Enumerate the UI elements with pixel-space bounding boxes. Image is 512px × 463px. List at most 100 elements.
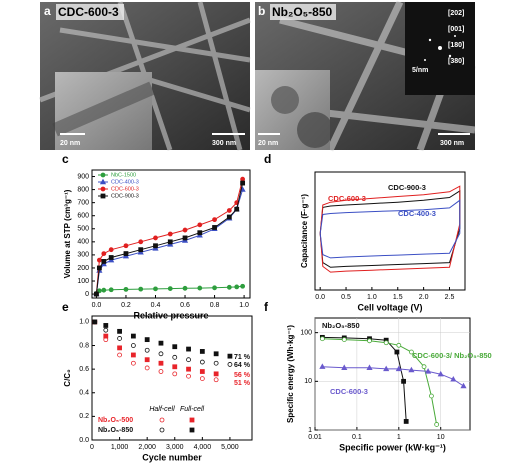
legend-marker [100,172,106,178]
marker [199,349,205,354]
marker [130,343,136,348]
x-axis-title: Cell voltage (V) [357,302,422,312]
marker [182,235,188,241]
marker [158,351,164,357]
marker [167,286,173,291]
y-tick-label: 0.8 [79,342,89,349]
scale-label: 300 nm [440,140,464,147]
marker [213,351,219,357]
marker [96,257,102,263]
marker [189,417,195,423]
marker [199,376,205,381]
marker [409,349,414,355]
marker [108,287,114,293]
marker [437,370,444,377]
marker [172,364,178,370]
marker [159,427,165,433]
y-tick-label: 300 [77,252,89,259]
series-label: Nb₂O₅-850 [322,321,360,330]
micrograph-label: Nb₂O₅-850 [272,5,333,19]
marker [108,247,114,253]
x-tick-label: 0.1 [352,434,362,441]
plot-frame [91,169,251,299]
marker [240,180,246,186]
scale-label: 300 nm [212,140,236,147]
y-tick-label: 400 [77,239,89,246]
x-tick-label: 0.2 [121,302,131,309]
legend-marker [100,186,106,192]
scale-label: 5/nm [412,67,428,74]
marker [153,243,158,249]
marker [172,371,178,377]
marker [186,357,191,363]
marker [130,360,136,366]
marker [383,340,389,346]
y-tick-label: 1 [308,427,312,434]
x-tick-label: 0.01 [308,434,322,441]
plot-frame [314,171,466,291]
x-tick-label: 4,000 [194,444,212,451]
x-tick-label: 10 [437,434,445,441]
y-axis-title: Volume at STP (cm³g⁻¹) [63,189,72,278]
x-tick-label: 0.4 [151,302,161,309]
marker [213,377,219,383]
marker [92,319,98,325]
marker [153,235,158,241]
marker [101,259,107,264]
marker [227,362,233,367]
x-tick-label: 3,000 [166,444,184,451]
x-tick-label: 1,000 [111,444,129,451]
marker [396,342,402,348]
y-tick-label: 1.0 [79,319,89,326]
legend-marker [100,193,106,199]
marker [182,227,188,233]
annotation: 71 % [234,354,251,361]
marker [189,427,195,433]
series-label: CDC-600-3 [330,387,368,396]
marker [429,393,434,399]
marker [341,364,348,370]
x-tick-label: 1 [397,434,401,441]
marker [94,291,99,297]
marker [186,366,191,372]
marker [117,352,122,358]
x-tick-label: 0.8 [210,302,220,309]
marker [158,360,164,366]
marker [130,352,136,358]
legend-label: Nb₂O₅-500 [98,417,133,424]
marker [103,327,109,333]
legend-header: Full-cell [180,406,205,413]
marker [421,364,427,370]
y-axis-title: C/C₀ [63,369,72,387]
marker [401,378,406,384]
y-tick-label: 800 [77,186,89,193]
legend-label: Nb₂O₅-850 [98,427,133,434]
marker [158,369,164,374]
marker [159,417,165,423]
panel-letter: c [62,152,69,166]
marker [425,368,432,374]
marker [101,251,107,256]
marker [234,284,240,290]
marker [182,285,188,291]
marker [130,333,136,339]
y-tick-label: 0.0 [79,437,89,444]
series-label: CDC-900-3 [388,183,426,192]
marker [395,365,402,372]
x-tick-label: 0.6 [180,302,190,309]
marker [123,243,129,249]
marker [197,230,203,236]
x-axis-title: Specific power (kW·kg⁻¹) [339,442,446,452]
marker [460,382,467,389]
marker [172,354,178,360]
plot-frame [314,317,471,431]
plane-label: [202] [448,10,464,17]
annotation: 51 % [234,380,251,387]
y-tick-label: 10 [304,378,312,385]
series-label: CDC-600-3 [328,194,366,203]
legend-header: Half-cell [149,406,175,413]
series-line [322,336,407,422]
marker [96,265,102,271]
y-tick-label: 100 [300,329,312,336]
